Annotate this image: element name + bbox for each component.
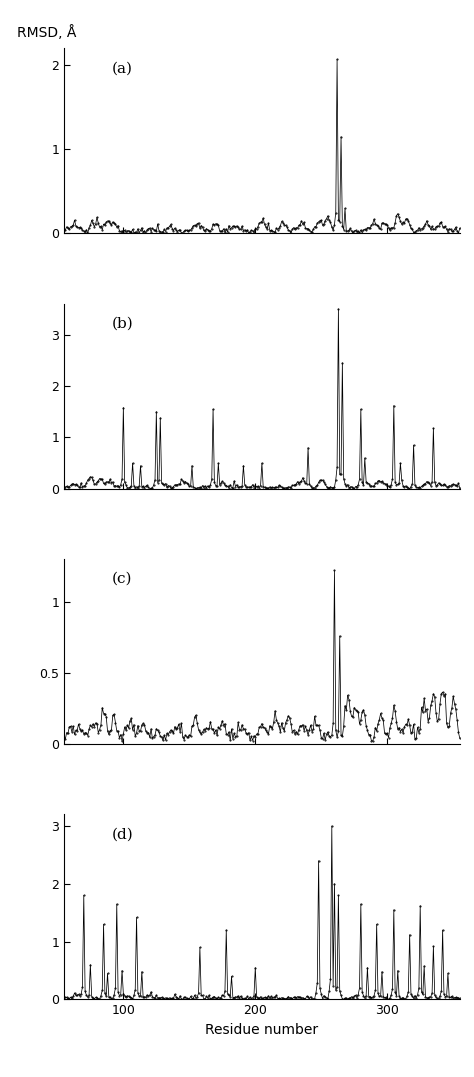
X-axis label: Residue number: Residue number <box>205 1023 319 1037</box>
Text: RMSD, Å: RMSD, Å <box>17 25 76 40</box>
Text: (a): (a) <box>111 61 133 75</box>
Text: (b): (b) <box>111 317 133 331</box>
Text: (d): (d) <box>111 827 133 841</box>
Text: (c): (c) <box>111 572 132 586</box>
